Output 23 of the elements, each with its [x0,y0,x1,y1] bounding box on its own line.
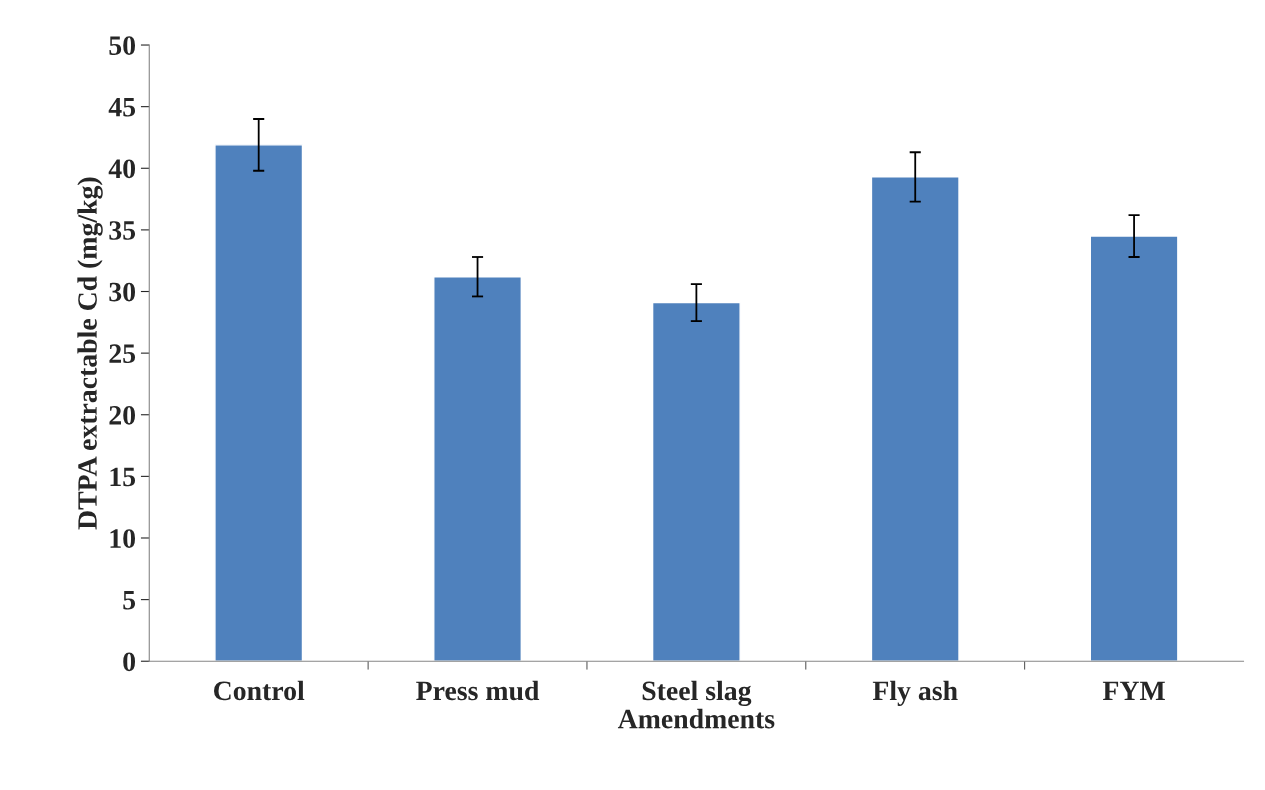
bar [433,276,523,662]
y-tick-label: 40 [108,159,136,179]
bar [870,176,960,662]
bar [651,301,741,662]
y-tick-label: 35 [109,221,136,240]
x-tick-label: Steel slag [642,680,752,707]
y-tick-label: 10 [110,529,136,548]
x-tick-label: Press mud [416,680,540,701]
y-tick-label: 0 [123,652,136,672]
y-tick-label: 30 [109,282,136,302]
y-tick-label: 15 [110,467,136,487]
x-tick-label: Fly ash [872,680,958,706]
bar [214,144,304,662]
x-tick-label: FYM [1102,681,1165,700]
y-tick-label: 45 [108,98,136,117]
bar [1089,235,1179,662]
y-tick-label: 50 [109,36,136,55]
y-tick-label: 5 [123,591,136,610]
x-axis-title: Amendments [617,708,775,729]
y-tick-label: 20 [109,405,136,425]
y-axis-title: DTPA extractable Cd (mg/kg) [77,177,103,530]
x-tick-label: Control [214,680,305,701]
y-tick-label: 25 [109,344,136,364]
